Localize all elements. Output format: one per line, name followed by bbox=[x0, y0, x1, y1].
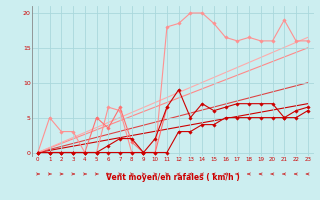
X-axis label: Vent moyen/en rafales ( km/h ): Vent moyen/en rafales ( km/h ) bbox=[106, 174, 240, 182]
